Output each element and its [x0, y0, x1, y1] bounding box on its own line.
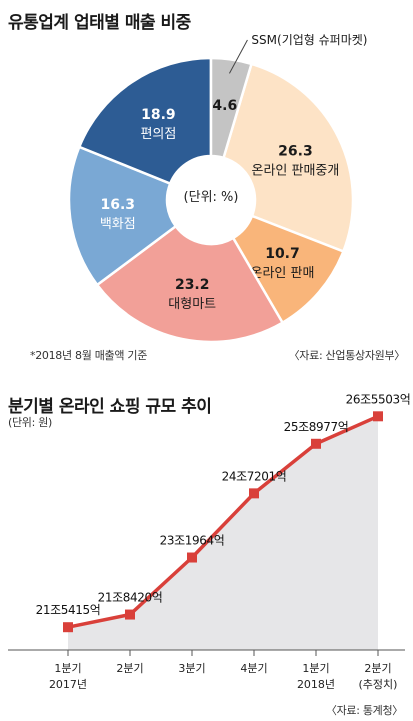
x-tick-label-0-0: 1분기 — [54, 662, 81, 675]
x-tick-label-5-1: (추정치) — [359, 678, 398, 691]
pie-unit-label: (단위: %) — [184, 190, 239, 205]
line-source: 〈자료: 통계청〉 — [325, 704, 403, 717]
pie-label-2: 대형마트 — [168, 297, 216, 312]
data-label-3: 24조7201억 — [222, 469, 287, 483]
pie-value-2: 23.2 — [175, 277, 210, 293]
pie-chart: 26.3 온라인 판매중개 10.7 온라인 판매 23.2 대형마트 16.3 백화점 18.… — [67, 33, 367, 344]
pie-chart-title: 유통업계 업태별 매출 비중 — [8, 13, 191, 33]
pie-label-1: 온라인 판매 — [251, 266, 315, 281]
data-point-0 — [63, 622, 73, 633]
pie-slice-3 — [67, 145, 178, 287]
pie-source: 〈자료: 산업통상자원부〉 — [288, 349, 406, 362]
pie-slice-4 — [77, 56, 213, 186]
pie-value-1: 10.7 — [265, 246, 300, 262]
data-point-4 — [311, 438, 321, 449]
line-area-fill — [68, 416, 378, 650]
data-point-5 — [373, 411, 383, 422]
pie-slice-5 — [209, 56, 254, 160]
pie-slice-0 — [221, 62, 355, 254]
line-chart: 21조5415억 1분기 2017년 21조8420억 2분기 23조1964억 3분기 24… — [8, 392, 411, 691]
x-tick-label-4-0: 1분기 — [302, 662, 329, 675]
pie-leader-line — [228, 39, 248, 74]
data-label-4: 25조8977억 — [284, 420, 349, 434]
pie-slice-2 — [95, 224, 285, 344]
data-label-5: 26조5503억 — [346, 392, 411, 406]
x-tick-label-0-1: 2017년 — [49, 678, 87, 691]
series-line — [67, 414, 379, 629]
data-point-3 — [249, 488, 259, 499]
pie-value-4: 18.9 — [141, 107, 176, 123]
pie-label-3: 백화점 — [100, 217, 136, 232]
pie-label-0: 온라인 판매중개 — [251, 164, 339, 179]
data-point-1 — [125, 609, 135, 620]
line-chart-title: 분기별 온라인 쇼핑 규모 추이 — [8, 397, 212, 417]
x-tick-label-2-0: 3분기 — [178, 662, 205, 675]
data-label-2: 23조1964억 — [160, 534, 225, 548]
pie-value-3: 16.3 — [101, 197, 136, 213]
line-unit-label: (단위: 원) — [8, 416, 53, 429]
pie-label-5: SSM(기업형 슈퍼마켓) — [251, 33, 367, 47]
x-tick-label-3-0: 4분기 — [240, 662, 267, 675]
x-tick-label-1-0: 2분기 — [116, 662, 143, 675]
pie-value-0: 26.3 — [278, 144, 313, 160]
data-label-0: 21조5415억 — [36, 603, 101, 617]
data-label-1: 21조8420억 — [98, 591, 163, 605]
data-point-2 — [187, 552, 197, 563]
x-tick-label-4-1: 2018년 — [297, 678, 335, 691]
pie-footnote: *2018년 8월 매출액 기준 — [30, 349, 148, 362]
x-tick-label-5-0: 2분기 — [364, 662, 391, 675]
pie-value-5: 4.6 — [212, 98, 237, 114]
pie-label-4: 편의점 — [140, 127, 176, 142]
